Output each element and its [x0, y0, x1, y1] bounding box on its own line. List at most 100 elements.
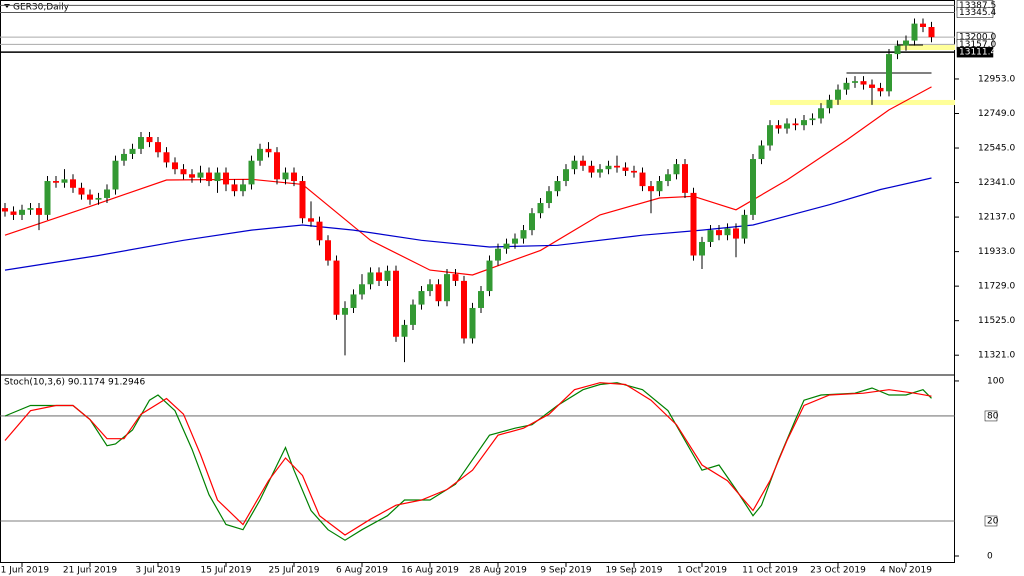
candle-body	[588, 165, 595, 173]
candle-body	[282, 172, 289, 180]
candle-body	[673, 164, 680, 175]
candle-body	[384, 270, 391, 281]
zone	[770, 99, 955, 106]
candle-body	[801, 120, 807, 126]
candle-body	[206, 172, 212, 182]
candle-body	[682, 164, 688, 193]
candle-body	[435, 284, 442, 302]
candle-body	[10, 211, 17, 215]
candle-body	[563, 169, 569, 182]
candle-body	[325, 240, 331, 261]
candle-body	[869, 84, 875, 88]
candle-body	[291, 172, 297, 182]
candle-body	[826, 99, 833, 109]
candle-body	[44, 181, 51, 215]
candle-body	[231, 184, 238, 192]
x-tick-label: 3 Jul 2019	[135, 566, 180, 576]
x-tick-label: 9 Sep 2019	[540, 566, 592, 576]
candle-body	[843, 82, 850, 90]
candle-body	[809, 118, 816, 121]
candle-body	[333, 260, 340, 315]
x-tick-label: 16 Aug 2019	[401, 566, 459, 576]
candle-body	[70, 179, 76, 188]
x-tick-label: 19 Sep 2019	[605, 566, 662, 576]
candle-body	[223, 172, 229, 185]
candle-body	[61, 179, 68, 183]
candle-body	[546, 191, 552, 204]
candle-body	[452, 274, 459, 281]
candle-body	[894, 45, 901, 55]
candle-body	[631, 170, 637, 173]
candle-body	[648, 186, 654, 192]
candle-body	[622, 167, 629, 171]
candle-body	[503, 243, 510, 249]
x-tick-label: 11 Oct 2019	[742, 566, 798, 576]
indicator-line	[4, 382, 932, 541]
candle-body	[350, 294, 357, 308]
level-label: 20	[987, 516, 999, 526]
candle-body	[95, 197, 102, 200]
y-tick-label: 100	[987, 376, 1004, 386]
candle-body	[750, 159, 756, 215]
price-label: 13387.5	[959, 1, 996, 11]
candle-body	[163, 152, 170, 163]
candle-body	[461, 280, 467, 339]
x-tick-label: 11 Jun 2019	[0, 566, 49, 576]
indicator-title: Stoch(10,3,6) 90.1174 91.2946	[4, 378, 145, 388]
candle-body	[792, 123, 799, 126]
candle-body	[835, 89, 841, 100]
candle-body	[393, 270, 399, 337]
candle-body	[248, 160, 255, 185]
candle-body	[87, 194, 93, 200]
x-tick-label: 15 Jul 2019	[201, 566, 252, 576]
candle-body	[911, 23, 918, 41]
candle-body	[690, 192, 697, 256]
candle-body	[724, 228, 731, 236]
candle-body	[928, 27, 935, 38]
candle-body	[257, 148, 263, 161]
candle-body	[656, 181, 663, 192]
y-tick-label: 11933.0	[978, 247, 1015, 257]
candle-body	[53, 181, 59, 183]
candle-body	[639, 172, 646, 187]
candle-body	[469, 307, 476, 339]
candle-body	[112, 160, 119, 190]
candle-body	[19, 209, 25, 215]
y-tick-label: 12749.0	[978, 109, 1015, 119]
candle-body	[359, 284, 365, 295]
y-tick-label: 11525.0	[978, 316, 1015, 326]
candle-body	[155, 142, 161, 153]
candle-body	[444, 274, 450, 302]
x-tick-label: 23 Oct 2019	[810, 566, 866, 576]
candle-body	[36, 208, 42, 215]
y-tick-label: 12545.0	[978, 144, 1015, 154]
candle-body	[172, 162, 178, 170]
candle-body	[146, 137, 153, 143]
candle-body	[121, 153, 127, 161]
y-tick-label: 11729.0	[978, 282, 1015, 292]
candle-body	[478, 291, 484, 308]
candle-body	[597, 169, 603, 173]
menu-triangle	[4, 4, 10, 8]
candle-body	[665, 174, 671, 182]
y-tick-label: 12137.0	[978, 213, 1015, 223]
candle-body	[486, 260, 493, 292]
candle-body	[920, 23, 926, 28]
candle-body	[580, 160, 586, 166]
candle-body	[495, 248, 501, 261]
candle-body	[376, 272, 382, 281]
x-tick-label: 28 Aug 2019	[469, 566, 527, 576]
price-label-box	[956, 46, 994, 58]
y-tick-label: 0	[987, 551, 993, 561]
candle-body	[886, 54, 892, 92]
candle-body	[308, 218, 314, 222]
candle-body	[716, 230, 722, 236]
candle-body	[877, 87, 884, 92]
y-tick-label: 11321.0	[978, 351, 1015, 361]
price-label: 13111.4	[959, 48, 996, 58]
candle-body	[733, 228, 739, 239]
indicator-line	[4, 382, 932, 536]
candle-body	[758, 145, 765, 160]
candle-body	[316, 221, 323, 241]
